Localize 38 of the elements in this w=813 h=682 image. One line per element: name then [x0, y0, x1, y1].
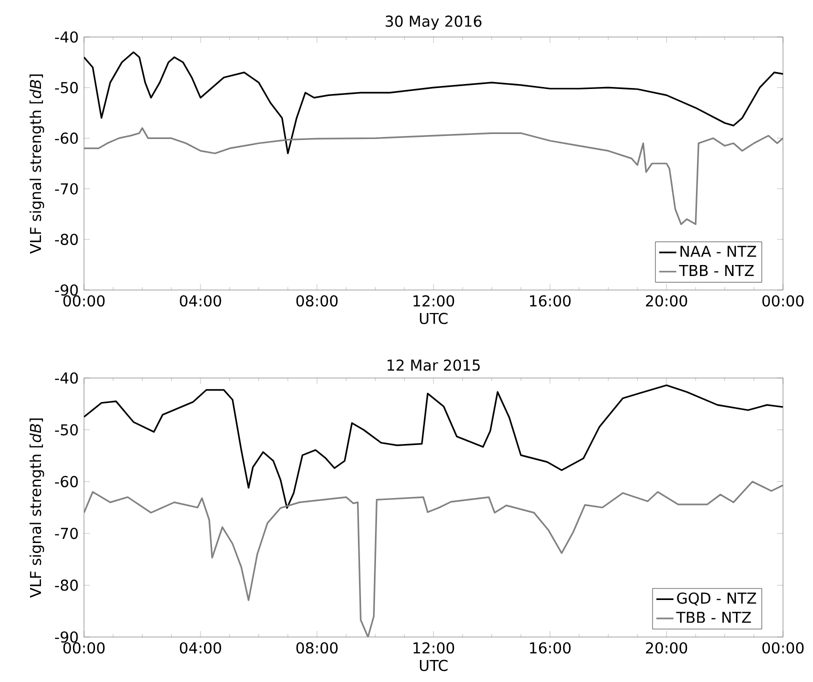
x-tick-label: 08:00: [296, 295, 338, 307]
legend-label: NAA - NTZ: [680, 246, 756, 257]
x-tick-label: 16:00: [530, 295, 571, 307]
legend-label: TBB - NTZ: [679, 265, 754, 276]
y-tick-label: -40: [55, 372, 78, 384]
x-tick-label: 00:00: [63, 642, 105, 654]
x-tick-label: 16:00: [530, 642, 571, 654]
y-tick-label: -50: [55, 424, 78, 436]
x-axis-title: UTC: [420, 312, 448, 324]
y-tick-label: -50: [55, 82, 78, 94]
y-tick-label: -60: [55, 132, 78, 144]
x-tick-label: 12:00: [414, 295, 454, 307]
y-tick-label: -90: [55, 631, 78, 643]
y-axis-title: VLF signal strength [dB]: [30, 74, 44, 254]
x-tick-label: 04:00: [180, 295, 222, 307]
y-tick-label: -80: [55, 234, 78, 246]
x-tick-label: 20:00: [646, 642, 688, 654]
x-axis-title: UTC: [420, 660, 448, 672]
y-tick-label: -70: [55, 528, 78, 540]
x-tick-label: 08:00: [296, 642, 338, 654]
y-tick-label: -70: [55, 183, 78, 194]
line-series: [84, 384, 784, 509]
legend-label: TBB - NTZ: [676, 612, 751, 623]
x-tick-label: 12:00: [414, 642, 454, 654]
y-tick-label: -90: [55, 284, 78, 296]
y-tick-label: -80: [55, 580, 78, 591]
x-tick-label: 00:00: [63, 295, 105, 307]
y-axis-title: VLF signal strength [dB]: [30, 418, 44, 598]
chart-title: 30 May 2016: [386, 16, 482, 30]
x-tick-label: 04:00: [180, 642, 222, 654]
line-series: [84, 480, 784, 638]
x-tick-label: 20:00: [646, 295, 688, 307]
legend-label: GQD - NTZ: [677, 592, 756, 606]
chart-title: 12 Mar 2015: [388, 359, 480, 371]
y-tick-label: -60: [55, 476, 78, 488]
x-tick-label: 00:00: [762, 295, 804, 307]
x-tick-label: 00:00: [762, 642, 804, 654]
y-tick-label: -40: [55, 31, 78, 43]
